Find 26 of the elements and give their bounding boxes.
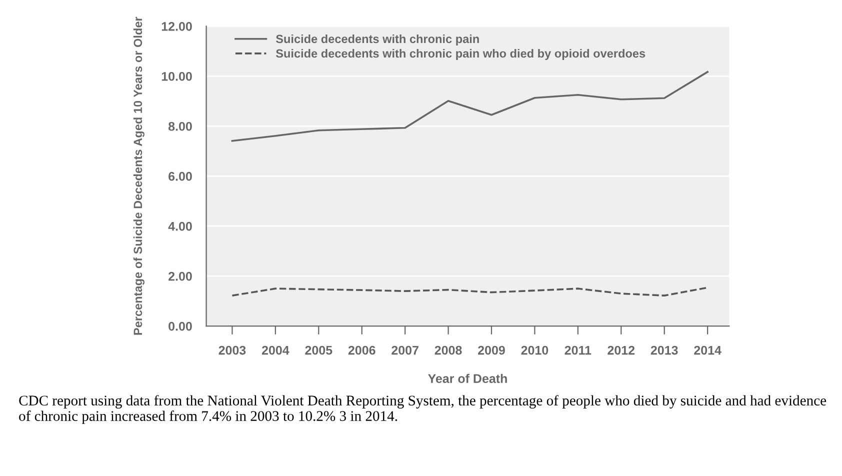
x-tick-label: 2005 (305, 346, 332, 355)
x-axis-title: Year of Death (428, 374, 507, 384)
line-series (231, 286, 708, 296)
y-tick-label: 4.00 (168, 222, 192, 231)
x-tick-label: 2010 (521, 346, 548, 355)
y-tick-label: 12.00 (162, 22, 192, 31)
x-tick-label: 2003 (218, 346, 246, 355)
legend-label: Suicide decedents with chronic pain who died by opioid overdoes (276, 48, 646, 60)
x-tick-label: 2009 (478, 346, 505, 355)
text: CDC report using data from the National Violent Death Reporting System, the percentage of people who died by suicide and had evidence of chronic pain increased from 7.4% in 2003 to 10.2% 3 in 2014. (19, 395, 826, 424)
y-tick-label: 2.00 (168, 272, 192, 281)
x-tick-label: 2014 (694, 346, 722, 355)
x-tick-label: 2006 (348, 346, 376, 355)
x-tick-label: 2013 (650, 346, 678, 355)
y-tick-label: 10.00 (162, 72, 192, 81)
y-tick-label: 6.00 (168, 172, 192, 181)
line-series (231, 71, 708, 142)
x-tick-label: 2012 (608, 346, 635, 355)
x-tick-label: 2004 (262, 346, 290, 355)
legend-label: Suicide decedents with chronic pain (276, 34, 479, 46)
x-tick-label: 2008 (434, 346, 462, 355)
y-tick-label: 8.00 (168, 122, 192, 131)
x-tick-label: 2007 (392, 346, 418, 355)
y-tick-label: 0.00 (168, 322, 192, 331)
y-axis-title: Percentage of Suicide Decedents Aged 10 Years or Older (133, 16, 144, 335)
x-tick-label: 2011 (564, 346, 592, 355)
